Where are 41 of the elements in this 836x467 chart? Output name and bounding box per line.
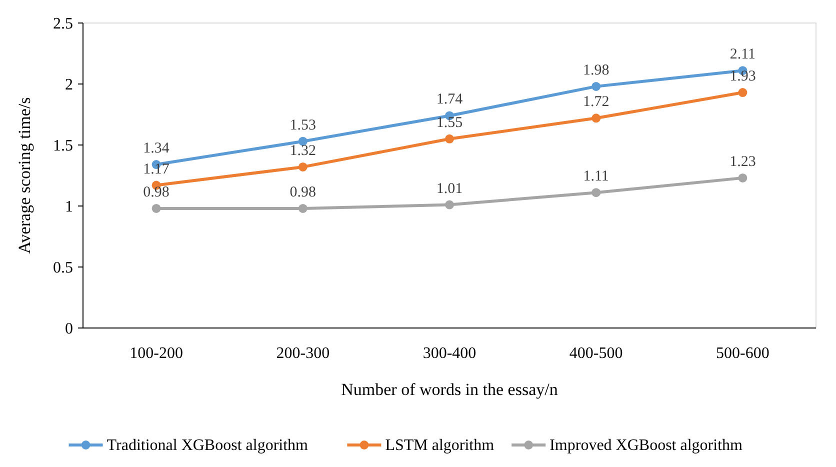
point (298, 162, 308, 172)
data-label: 1.53 (290, 117, 316, 134)
point (298, 204, 308, 213)
y-tick-label: 1.5 (53, 138, 73, 155)
point (738, 173, 748, 182)
x-tick-label: 500-600 (716, 345, 770, 362)
data-label: 1.11 (583, 168, 609, 185)
point (445, 200, 454, 210)
data-label: 1.98 (582, 62, 610, 78)
data-label: 1.93 (730, 68, 756, 85)
x-axis-title: Number of words in the essay/n (341, 380, 558, 399)
data-label: 1.74 (436, 92, 464, 108)
legend-label: Improved XGBoost algorithm (550, 437, 744, 454)
point (592, 114, 601, 123)
x-tick-label: 300-400 (422, 345, 476, 362)
legend-label: LSTM algorithm (385, 437, 495, 454)
x-tick-label: 400-500 (569, 345, 623, 362)
data-label: 0.98 (143, 184, 170, 200)
point (738, 88, 748, 98)
data-label: 0.98 (290, 184, 316, 200)
x-tick-label: 200-300 (276, 345, 330, 362)
legend-label: Traditional XGBoost algorithm (106, 437, 309, 454)
point (445, 134, 454, 144)
y-tick-label: 1 (65, 198, 73, 216)
x-tick-label: 100-200 (130, 345, 183, 362)
data-label: 1.72 (582, 94, 610, 110)
point (592, 82, 601, 91)
y-tick-label: 0 (65, 320, 73, 338)
data-label: 1.23 (730, 154, 756, 170)
y-axis-title: Average scoring time/s (15, 97, 34, 254)
data-label: 1.55 (436, 114, 463, 131)
data-label: 1.01 (436, 180, 463, 197)
y-tick-label: 0.5 (53, 260, 73, 277)
data-label: 1.34 (143, 140, 170, 157)
data-label: 2.11 (730, 46, 756, 63)
data-label: 1.32 (290, 142, 316, 159)
point (592, 188, 601, 198)
y-tick-label: 2 (65, 76, 73, 94)
point (152, 204, 161, 213)
data-label: 1.17 (143, 161, 170, 178)
y-tick-label: 2.5 (53, 16, 73, 33)
